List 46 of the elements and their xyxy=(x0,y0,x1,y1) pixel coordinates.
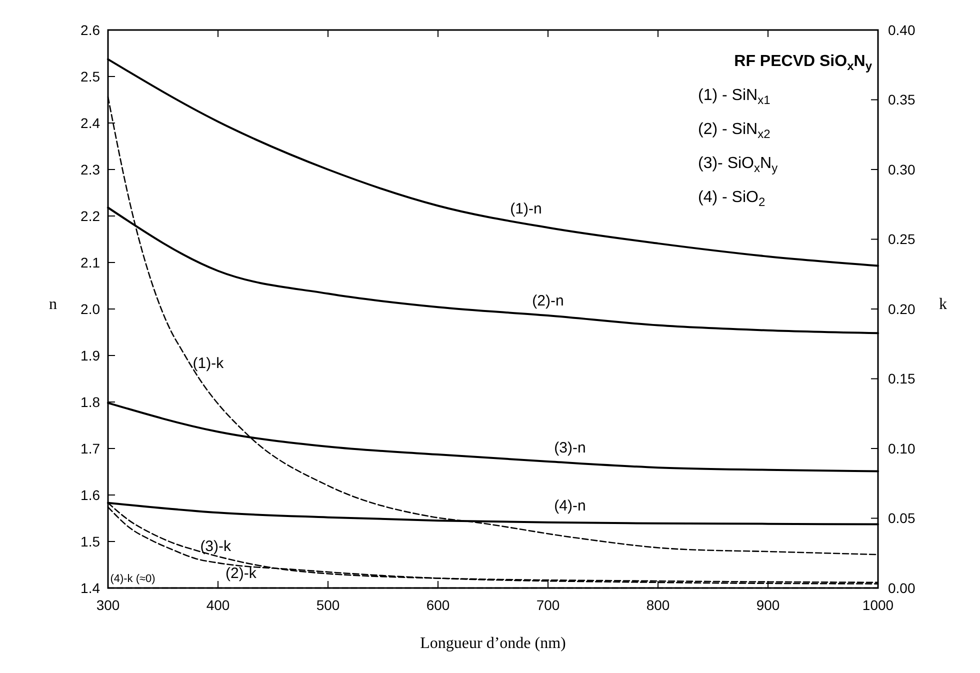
y-tick-label: 2.3 xyxy=(80,161,100,178)
x-tick-label: 500 xyxy=(316,597,340,613)
x-tick-label: 700 xyxy=(536,597,560,613)
y-tick-label: 1.4 xyxy=(80,580,100,596)
y-tick-label: 2.1 xyxy=(80,254,100,270)
y-tick-label: 2.2 xyxy=(80,208,100,224)
series-label: (1)-n xyxy=(510,200,542,218)
annotation: (3)- SiO$_{x}$N$_{y}$ xyxy=(698,155,778,175)
y2-tick-label: 0.30 xyxy=(888,161,916,178)
series-label: (4)-n xyxy=(554,498,586,515)
series-label: (3)-n xyxy=(554,440,586,457)
y2-tick-label: 0.05 xyxy=(888,510,916,526)
x-tick-label: 800 xyxy=(646,597,670,613)
annotation: (4) - SiO$_{2}$ xyxy=(698,189,766,209)
y-tick-label: 2.6 xyxy=(80,22,100,38)
annotation: (1) - SiN$_{x1}$ xyxy=(698,87,771,107)
x-tick-label: 300 xyxy=(96,597,120,613)
y-tick-label: 2.4 xyxy=(80,114,100,131)
series-label: (1)-k xyxy=(192,355,224,372)
y-tick-label: 1.9 xyxy=(80,347,100,364)
y-tick-label: 1.6 xyxy=(80,486,100,503)
y-tick-label: 2.5 xyxy=(80,68,100,84)
y-tick-label: 1.5 xyxy=(80,533,100,550)
y2-tick-label: 0.10 xyxy=(888,440,916,456)
x-axis-title: Longueur d’onde (nm) xyxy=(420,635,566,652)
y2-tick-label: 0.25 xyxy=(888,231,916,248)
x-tick-label: 400 xyxy=(206,597,230,613)
annotation: RF PECVD SiO$_{x}$N$_{y}$ xyxy=(734,53,872,73)
y2-tick-label: 0.40 xyxy=(888,22,916,38)
y2-tick-label: 0.00 xyxy=(888,580,916,596)
x-tick-label: 600 xyxy=(426,597,450,613)
series-label: (2)-k xyxy=(226,564,257,582)
series-label: (4)-k (≈0) xyxy=(110,573,156,585)
y2-tick-label: 0.35 xyxy=(888,92,916,108)
y2-axis-title: k xyxy=(939,296,947,313)
y-tick-label: 1.8 xyxy=(80,394,100,410)
series-label: (3)-k xyxy=(200,538,232,555)
y-tick-label: 1.7 xyxy=(80,440,100,456)
y2-tick-label: 0.20 xyxy=(888,300,916,317)
y-tick-label: 2.0 xyxy=(80,300,100,317)
series-label: (2)-n xyxy=(532,292,564,310)
x-tick-label: 1000 xyxy=(862,597,894,613)
x-tick-label: 900 xyxy=(756,597,780,613)
y2-tick-label: 0.15 xyxy=(888,370,916,387)
y-axis-title: n xyxy=(49,296,57,313)
annotation: (2) - SiN$_{x2}$ xyxy=(698,121,771,141)
